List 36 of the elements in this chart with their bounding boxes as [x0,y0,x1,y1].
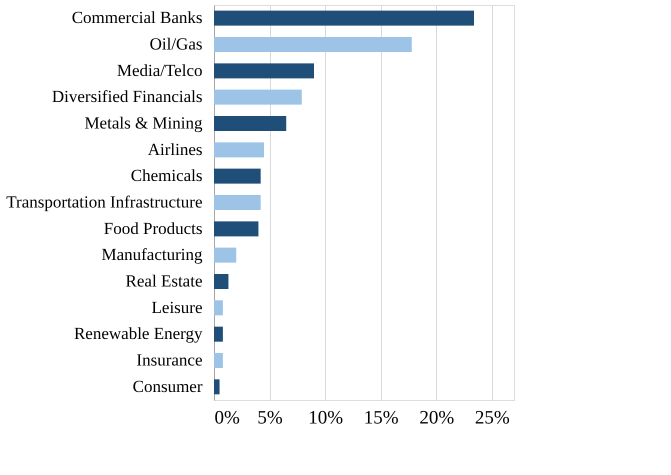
x-tick-label: 5% [257,408,283,428]
x-tick-label: 10% [308,408,344,428]
bar [214,221,258,236]
y-tick-label: Consumer [132,376,203,396]
y-tick-label: Real Estate [126,272,202,290]
y-tick-label: Transportation Infrastructure [6,192,202,212]
y-tick-label: Manufacturing [101,245,203,264]
y-tick-label: Metals & Mining [84,114,203,132]
bar [214,90,302,105]
x-tick-label: 15% [364,408,399,428]
y-tick-label: Renewable Energy [74,324,203,344]
y-tick-label: Commercial Banks [72,8,202,28]
bar [214,195,261,210]
bar [214,248,236,263]
bar [214,274,228,289]
x-tick-label: 25% [474,408,510,428]
bar [214,63,314,78]
x-tick-label: 0% [214,408,240,428]
y-tick-label: Leisure [152,298,202,317]
y-tick-label: Airlines [148,140,202,159]
bar [214,379,220,394]
bar [214,326,223,342]
y-tick-label: Oil/Gas [150,34,202,54]
bar [214,116,286,131]
y-tick-label: Food Products [104,218,202,238]
bar [214,168,261,184]
x-tick-label: 20% [419,408,454,428]
y-tick-label: Media/Telco [116,60,202,80]
bar [214,353,223,368]
bar [214,10,474,26]
bar [214,300,223,316]
bar [214,142,264,158]
y-tick-label: Chemicals [130,166,202,186]
bar [214,37,412,52]
y-tick-label: Diversified Financials [52,87,202,106]
y-tick-label: Insurance [136,350,202,370]
